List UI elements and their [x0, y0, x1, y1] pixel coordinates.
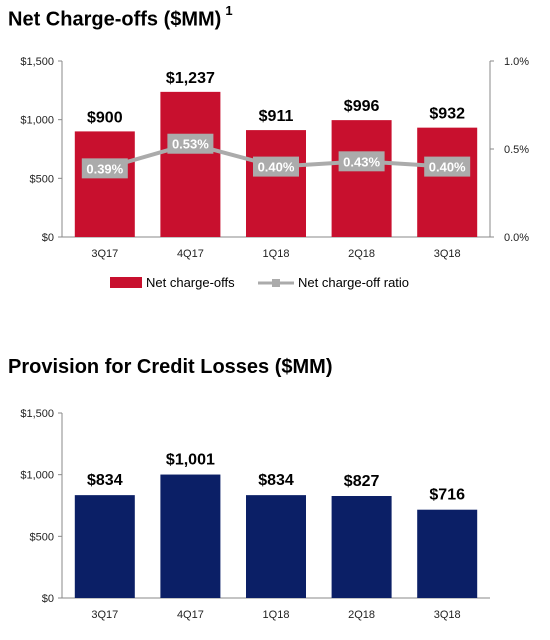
bar-value-label: $1,237: [166, 70, 215, 87]
y-tick-label: $0: [42, 593, 54, 605]
chart1-title: Net Charge-offs ($MM) 1: [8, 3, 233, 31]
category-label: 3Q18: [434, 609, 461, 621]
ratio-point: [424, 156, 471, 177]
ratio-point: [338, 151, 385, 172]
ratio-value-label: 0.40%: [429, 160, 466, 175]
bar-value-label: $827: [344, 473, 380, 490]
category-label: 4Q17: [177, 248, 204, 260]
category-label: 1Q18: [263, 609, 290, 621]
legend-marker-ratio: [272, 279, 280, 287]
y2-tick-label: 0.0%: [504, 232, 529, 244]
chart1-title-footnote: 1: [225, 3, 233, 18]
y-tick-label: $1,500: [20, 408, 54, 420]
category-label: 4Q17: [177, 609, 204, 621]
y2-tick-label: 0.5%: [504, 144, 529, 156]
bar-value-label: $911: [259, 108, 294, 125]
y-tick-label: $500: [30, 173, 54, 185]
legend-swatch-net-charge-offs: [110, 277, 142, 288]
ratio-value-label: 0.40%: [258, 160, 295, 175]
y2-tick-label: 1.0%: [504, 56, 529, 68]
bar-value-label: $716: [429, 487, 465, 504]
net-charge-off-bar: [160, 91, 221, 237]
bar-value-label: $834: [87, 472, 123, 489]
net-charge-off-bar: [331, 120, 392, 237]
net-charge-offs-chart: $0 $500 $1,000 $1,500 0.0% 0.5% 1.0% $900 3Q17 $1…: [20, 56, 529, 290]
net-charge-off-bar: [74, 131, 135, 237]
ratio-point: [167, 133, 214, 154]
provision-bar: [246, 495, 306, 598]
ratio-point: [81, 158, 128, 179]
category-label: 3Q17: [91, 248, 118, 260]
y-tick-label: $0: [42, 232, 54, 244]
bar-value-label: $1,001: [166, 452, 215, 469]
provision-bar: [417, 509, 478, 598]
ratio-point: [253, 156, 299, 177]
category-label: 3Q18: [434, 248, 461, 260]
category-label: 2Q18: [348, 609, 375, 621]
category-label: 3Q17: [91, 609, 118, 621]
bar-value-label: $900: [87, 109, 123, 126]
ratio-value-label: 0.53%: [172, 137, 209, 152]
y-tick-label: $1,000: [20, 115, 54, 127]
provision-bar: [74, 495, 135, 598]
net-charge-off-bar: [417, 127, 478, 237]
bar-value-label: $996: [344, 98, 380, 115]
legend-label-net-charge-offs: Net charge-offs: [146, 275, 235, 290]
chart2-title: Provision for Credit Losses ($MM): [8, 356, 333, 378]
net-charge-off-bar: [246, 130, 306, 237]
category-label: 1Q18: [263, 248, 290, 260]
y-tick-label: $1,000: [20, 470, 54, 482]
provision-bar: [331, 496, 392, 598]
y-tick-label: $1,500: [20, 56, 54, 68]
ratio-value-label: 0.39%: [86, 161, 123, 176]
ratio-value-label: 0.43%: [343, 154, 380, 169]
legend-label-ratio: Net charge-off ratio: [298, 275, 409, 290]
bar-value-label: $932: [429, 106, 465, 123]
y-tick-label: $500: [30, 531, 54, 543]
bar-value-label: $834: [258, 472, 294, 489]
provision-bar: [160, 474, 221, 598]
category-label: 2Q18: [348, 248, 375, 260]
